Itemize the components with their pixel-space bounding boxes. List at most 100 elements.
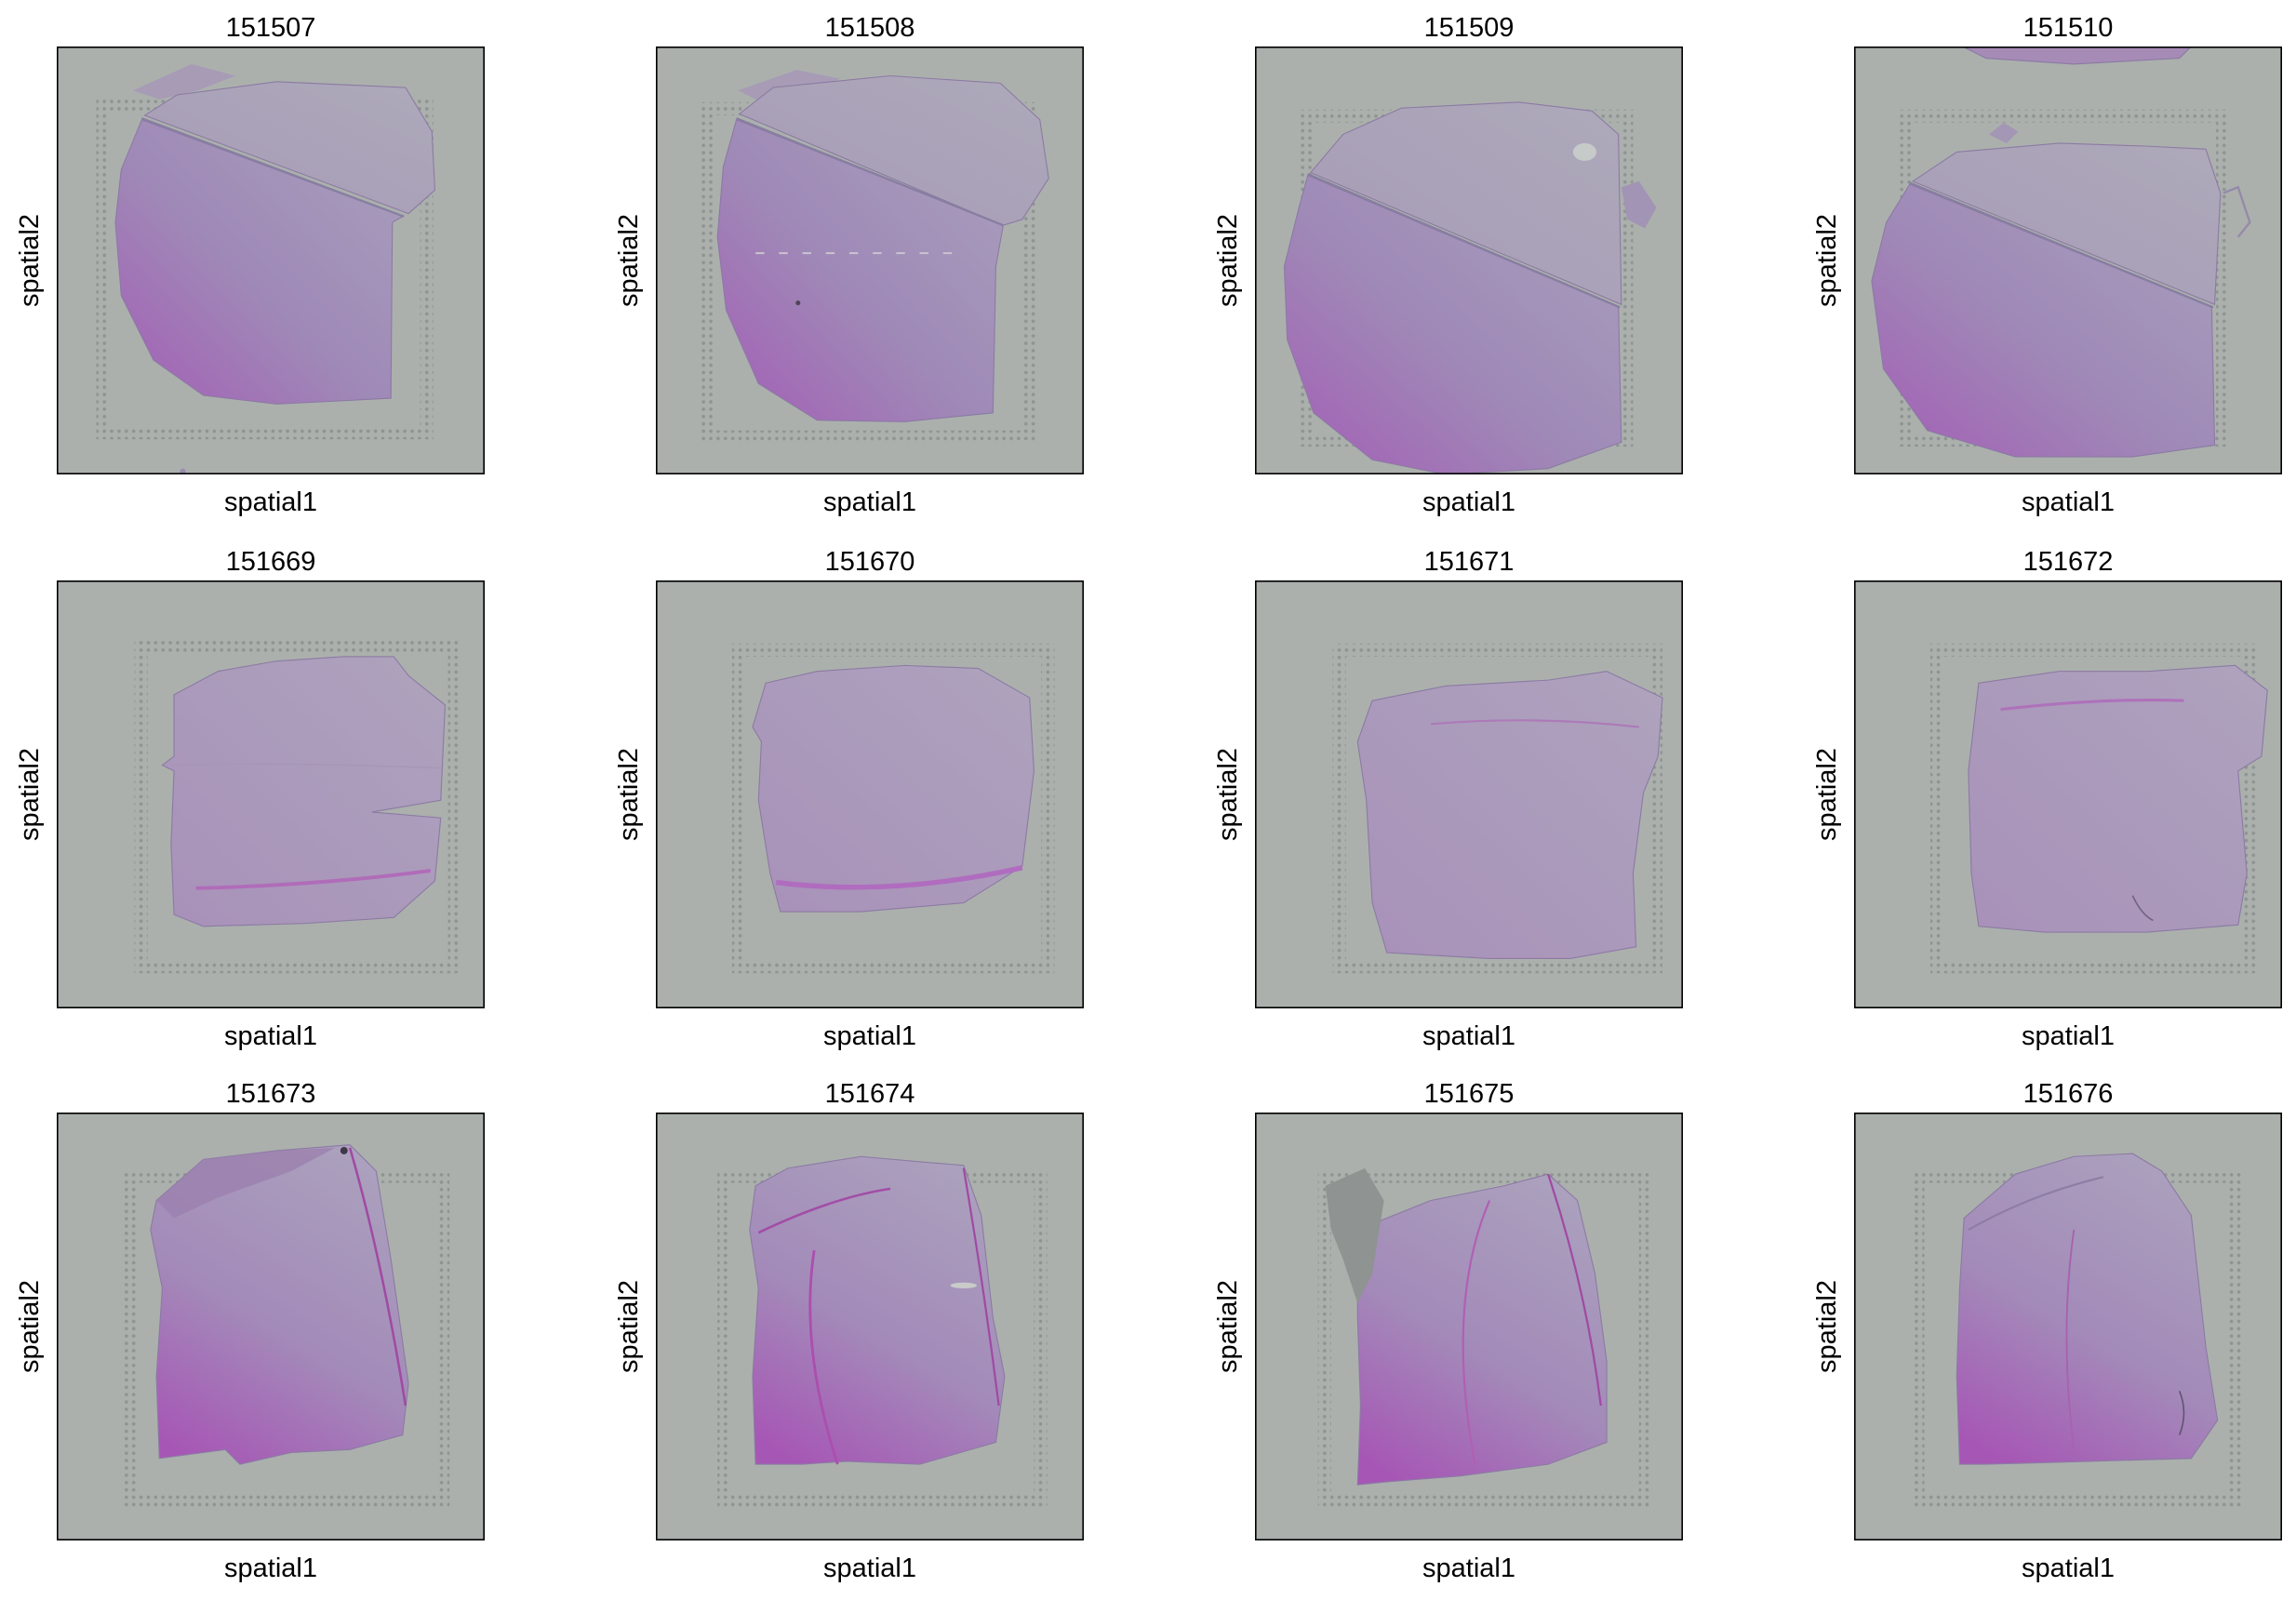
- subplot: 151670 spatial1 spatial2: [614, 547, 1084, 1051]
- subplot-title: 151674: [825, 1079, 915, 1109]
- tissue-image: [57, 580, 485, 1008]
- tissue-image: [1854, 1113, 2282, 1540]
- tissue-streak: [962, 1167, 1000, 1407]
- subplot-title: 151671: [1424, 547, 1515, 577]
- tissue-streak: [757, 1187, 891, 1234]
- subplot-title: 151673: [226, 1079, 316, 1109]
- tissue-streak: [2178, 1391, 2185, 1435]
- subplot: 151508 spatial1 spatial2: [614, 13, 1084, 517]
- tissue-section: [738, 74, 1049, 226]
- axes-frame: [1854, 47, 2282, 474]
- subplot-title: 151676: [2023, 1079, 2114, 1109]
- subplot-title: 151669: [226, 547, 316, 577]
- x-axis-label: spatial1: [2022, 1553, 2115, 1583]
- tissue-section: [1968, 664, 2268, 933]
- tissue-crack: [1307, 173, 1621, 309]
- tissue-image: [57, 1113, 485, 1540]
- x-axis-label: spatial1: [823, 1553, 916, 1583]
- tissue-section: [1309, 101, 1622, 306]
- y-axis-label: spatial2: [1812, 214, 1842, 307]
- subplot-title: 151675: [1424, 1079, 1515, 1109]
- tissue-image: [1854, 580, 2282, 1008]
- tissue-hole: [950, 1282, 977, 1289]
- tissue-streak: [2065, 1229, 2076, 1450]
- tissue-image: [1255, 580, 1683, 1008]
- tissue-streak: [2000, 698, 2184, 712]
- tissue-section: [1956, 1153, 2219, 1465]
- tissue-hole: [1572, 142, 1597, 161]
- x-axis-label: spatial1: [2022, 487, 2115, 517]
- axes-frame: [656, 47, 1084, 474]
- axes-frame: [656, 1113, 1084, 1540]
- tissue-image: [1255, 1113, 1683, 1540]
- tissue-debris: [1988, 122, 2019, 143]
- axes-frame: [656, 580, 1084, 1008]
- tissue-image: [1255, 47, 1683, 474]
- tissue-section: [1283, 174, 1622, 474]
- tissue-section: [1356, 671, 1663, 959]
- x-axis-label: spatial1: [1422, 1021, 1515, 1051]
- tissue-streak: [2131, 895, 2154, 922]
- subplot-title: 151509: [1424, 13, 1515, 43]
- tissue-streak: [1430, 719, 1639, 728]
- subplot: 151673 spatial1 spatial2: [15, 1079, 485, 1583]
- tissue-streak: [1968, 1176, 2104, 1231]
- y-axis-label: spatial2: [15, 1280, 45, 1373]
- y-axis-label: spatial2: [614, 1280, 644, 1373]
- tissue-image: [1854, 47, 2282, 474]
- subplot: 151672 spatial1 spatial2: [1812, 547, 2282, 1051]
- axes-frame: [1854, 580, 2282, 1008]
- tissue-streak: [808, 1249, 839, 1465]
- tissue-image: [57, 47, 485, 474]
- tissue-section: [716, 119, 1004, 422]
- subplot: 151669 spatial1 spatial2: [15, 547, 485, 1051]
- tissue-streak: [170, 763, 441, 769]
- tissue-streak: [195, 868, 431, 890]
- axes-frame: [1255, 47, 1683, 474]
- tissue-image: [656, 1113, 1084, 1540]
- x-axis-label: spatial1: [1422, 487, 1515, 517]
- tissue-section: [752, 664, 1035, 913]
- subplot-title: 151508: [825, 13, 915, 43]
- tissue-section: [1871, 183, 2216, 458]
- subplot: 151509 spatial1 spatial2: [1213, 13, 1683, 517]
- tissue-streak: [348, 1147, 407, 1407]
- x-axis-label: spatial1: [823, 487, 916, 517]
- subplot: 151674 spatial1 spatial2: [614, 1079, 1084, 1583]
- subplot: 151676 spatial1 spatial2: [1812, 1079, 2282, 1583]
- tissue-crack: [1909, 181, 2214, 309]
- tissue-section: [1356, 1173, 1608, 1486]
- y-axis-label: spatial2: [1213, 748, 1243, 841]
- subplot-title: 151672: [2023, 547, 2114, 577]
- subplot-title: 151670: [825, 547, 915, 577]
- tissue-section: [150, 1144, 409, 1465]
- tissue-debris: [2223, 185, 2251, 238]
- tissue-section: [114, 119, 405, 405]
- tissue-debris: [1621, 180, 1657, 229]
- y-axis-label: spatial2: [15, 214, 45, 307]
- y-axis-label: spatial2: [1812, 748, 1842, 841]
- subplot: 151507 spatial1 spatial2: [15, 13, 485, 517]
- x-axis-label: spatial1: [2022, 1021, 2115, 1051]
- x-axis-label: spatial1: [224, 1553, 317, 1583]
- y-axis-label: spatial2: [1213, 1280, 1243, 1373]
- subplot-title: 151510: [2023, 13, 2114, 43]
- axes-frame: [57, 580, 485, 1008]
- tissue-crack: [140, 117, 405, 218]
- tissue-debris: [795, 300, 801, 306]
- tissue-mesh: [1325, 1167, 1384, 1303]
- y-axis-label: spatial2: [1812, 1280, 1842, 1373]
- subplot: 151671 spatial1 spatial2: [1213, 547, 1683, 1051]
- tissue-image: [656, 47, 1084, 474]
- tissue-section: [1911, 142, 2222, 306]
- x-axis-label: spatial1: [224, 1021, 317, 1051]
- tissue-section: [143, 81, 436, 215]
- x-axis-label: spatial1: [823, 1021, 916, 1051]
- axes-frame: [1255, 580, 1683, 1008]
- axes-frame: [1854, 1113, 2282, 1540]
- tissue-debris: [340, 1147, 348, 1154]
- tissue-image: [656, 580, 1084, 1008]
- y-axis-label: spatial2: [1213, 214, 1243, 307]
- tissue-debris: [132, 63, 236, 100]
